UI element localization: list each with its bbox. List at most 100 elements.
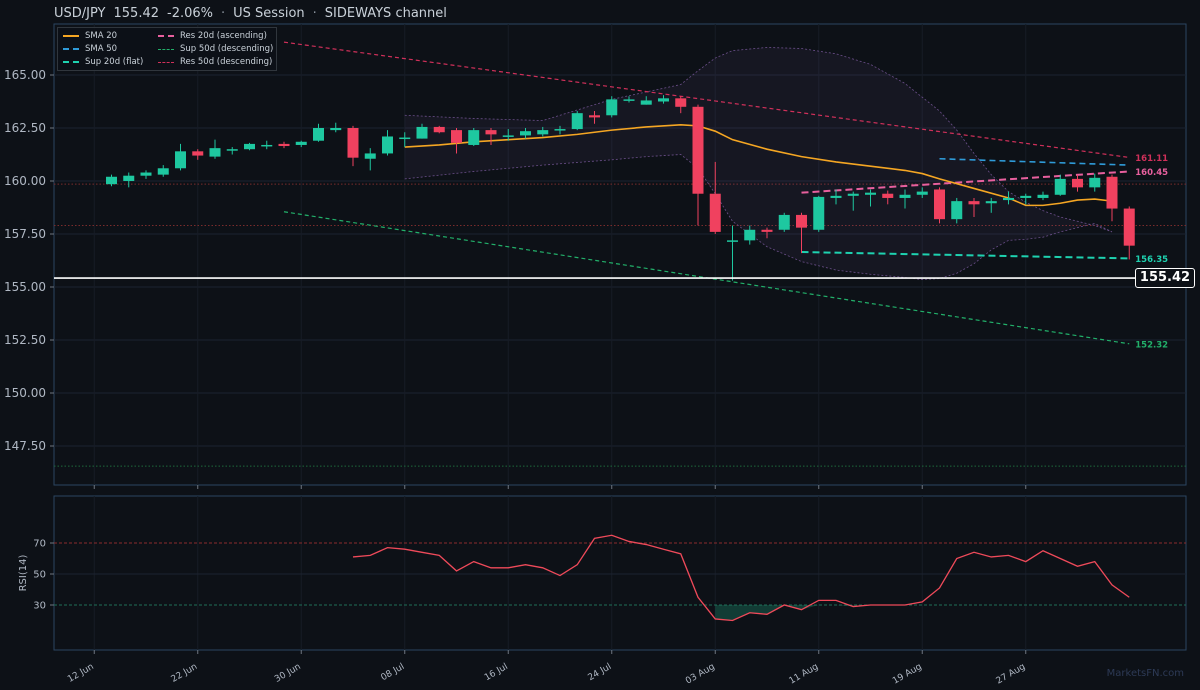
candle-body — [847, 193, 859, 196]
candle-body — [295, 141, 307, 145]
candle-body — [658, 98, 669, 102]
sup50-value-label: 152.32 — [1135, 340, 1168, 350]
candle-body — [1037, 194, 1049, 198]
watermark: MarketsFN.com — [1106, 668, 1184, 679]
y-tick-label: 160.00 — [4, 174, 46, 188]
legend-item-sup20: Sup 20d (flat) — [63, 57, 143, 67]
x-tick-label: 24 Jul — [586, 662, 613, 683]
candle-body — [778, 214, 790, 230]
x-tick-label: 22 Jun — [170, 662, 200, 685]
legend-label: SMA 50 — [85, 44, 118, 54]
bollinger-band-fill — [404, 47, 1112, 280]
rsi-y-tick-label: 70 — [33, 539, 46, 550]
candle-body — [1106, 176, 1118, 209]
candle-body — [175, 151, 186, 169]
legend-swatch — [63, 61, 79, 63]
candle-body — [985, 201, 997, 204]
candle-body — [744, 229, 756, 241]
candle-body — [278, 143, 290, 147]
candle-body — [968, 201, 980, 205]
res50-value-label: 161.11 — [1135, 154, 1168, 164]
header-separator: · — [221, 6, 226, 21]
legend-swatch — [158, 35, 174, 37]
candle-body — [1072, 178, 1083, 188]
x-tick-label: 12 Jun — [66, 662, 96, 685]
current-price-badge: 155.42 — [1135, 268, 1195, 288]
chart-legend: SMA 20 SMA 50 Sup 20d (flat) Res 20d (as… — [57, 27, 277, 71]
rsi-y-tick-label: 30 — [33, 601, 46, 612]
candle-body — [1089, 177, 1101, 188]
rsi-panel-frame — [53, 495, 1187, 651]
pair-label: USD/JPY — [54, 6, 106, 21]
candle-body — [106, 176, 117, 185]
legend-item-res20: Res 20d (ascending) — [158, 31, 267, 41]
y-tick-label: 147.50 — [4, 439, 46, 453]
candle-body — [813, 196, 825, 230]
y-tick-label: 165.00 — [4, 68, 46, 82]
sma20-line — [404, 124, 1113, 207]
res20-value-label: 160.45 — [1135, 168, 1168, 178]
legend-label: SMA 20 — [85, 31, 118, 41]
rsi-y-tick-label: 50 — [33, 570, 46, 581]
rsi-axis-label: RSI(14) — [18, 555, 29, 592]
candle-body — [882, 193, 894, 198]
candle-body — [364, 153, 376, 159]
res50-trendline — [283, 41, 1130, 159]
candle-body — [433, 126, 445, 133]
chart-header: USD/JPY 155.42 -2.06% · US Session · SIDEWAYS … — [54, 6, 455, 21]
bollinger-lower-line — [404, 154, 1113, 280]
candle-body — [1003, 197, 1014, 201]
candle-body — [727, 240, 738, 242]
legend-label: Sup 50d (descending) — [180, 44, 274, 54]
candle-body — [537, 130, 549, 135]
rsi-oversold-fill — [715, 605, 854, 621]
candle-body — [571, 113, 583, 130]
legend-label: Sup 20d (flat) — [85, 57, 144, 67]
candle-body — [916, 191, 928, 195]
candle-body — [382, 136, 393, 154]
candle-body — [451, 130, 462, 143]
x-tick-label: 27 Aug — [995, 662, 1028, 687]
candle-body — [261, 144, 273, 147]
candle-body — [123, 175, 135, 181]
candle-body — [1054, 178, 1066, 195]
candle-body — [899, 194, 911, 198]
candle-body — [157, 168, 169, 175]
candle-body — [140, 172, 152, 176]
candle-body — [934, 189, 945, 220]
legend-item-sma20: SMA 20 — [63, 31, 117, 41]
y-tick-label: 155.00 — [4, 280, 46, 294]
candle-body — [761, 229, 773, 232]
x-tick-label: 16 Jul — [483, 662, 510, 683]
candle-body — [468, 130, 480, 145]
y-tick-label: 152.50 — [4, 333, 46, 347]
candle-body — [520, 131, 531, 136]
y-tick-label: 150.00 — [4, 386, 46, 400]
y-tick-label: 157.50 — [4, 227, 46, 241]
candle-body — [865, 192, 876, 195]
candle-body — [796, 214, 807, 228]
candle-body — [416, 126, 428, 139]
candle-body — [244, 143, 255, 150]
candle-body — [1123, 208, 1135, 246]
legend-swatch — [158, 61, 174, 63]
price-label: 155.42 — [113, 6, 160, 21]
rsi-line — [352, 534, 1130, 622]
change-label: -2.06% — [167, 6, 213, 21]
candle-body — [640, 100, 652, 105]
candle-body — [347, 128, 359, 158]
channel-label: SIDEWAYS channel — [324, 6, 447, 21]
session-label: US Session — [233, 6, 305, 21]
legend-item-sup50: Sup 50d (descending) — [158, 44, 273, 54]
sup20-value-label: 156.35 — [1135, 255, 1168, 265]
x-tick-label: 08 Jul — [379, 662, 406, 683]
candle-body — [623, 99, 635, 101]
candle-body — [209, 148, 221, 157]
price-panel-frame — [53, 23, 1187, 486]
legend-swatch — [63, 48, 79, 50]
candle-body — [830, 195, 842, 198]
candle-body — [554, 129, 566, 131]
candle-body — [313, 128, 324, 141]
